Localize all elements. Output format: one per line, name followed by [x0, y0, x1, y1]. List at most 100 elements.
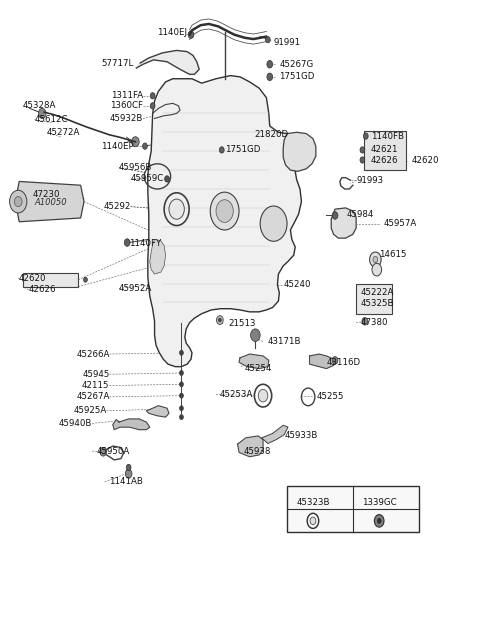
- Circle shape: [84, 277, 87, 282]
- Circle shape: [180, 350, 183, 355]
- Text: 42626: 42626: [371, 156, 398, 164]
- Text: 45925A: 45925A: [73, 406, 107, 415]
- Circle shape: [372, 263, 382, 276]
- Circle shape: [180, 415, 183, 420]
- Text: 45938: 45938: [244, 447, 271, 455]
- Circle shape: [150, 93, 155, 99]
- Circle shape: [124, 239, 130, 246]
- Circle shape: [370, 252, 381, 267]
- Circle shape: [260, 206, 287, 241]
- Text: 1360CF: 1360CF: [110, 101, 143, 110]
- Text: 45323B: 45323B: [296, 498, 330, 507]
- Circle shape: [10, 190, 27, 213]
- Text: 45945: 45945: [82, 370, 109, 379]
- Text: 45932B: 45932B: [109, 114, 143, 123]
- Polygon shape: [136, 50, 199, 74]
- Text: 45222A: 45222A: [361, 288, 395, 297]
- Text: 43116D: 43116D: [326, 358, 360, 367]
- Text: 45272A: 45272A: [47, 128, 81, 137]
- Polygon shape: [283, 132, 316, 171]
- Text: 45933B: 45933B: [284, 432, 318, 440]
- Circle shape: [251, 329, 260, 341]
- Polygon shape: [331, 208, 356, 238]
- Text: 1140EJ: 1140EJ: [157, 28, 187, 37]
- Circle shape: [143, 143, 147, 149]
- Circle shape: [165, 176, 169, 182]
- Text: 1140FB: 1140FB: [371, 132, 404, 140]
- Text: 1751GD: 1751GD: [279, 72, 315, 81]
- Circle shape: [310, 517, 316, 525]
- Text: 45253A: 45253A: [220, 390, 253, 399]
- Circle shape: [360, 147, 365, 153]
- Text: 43171B: 43171B: [268, 337, 301, 346]
- Circle shape: [180, 382, 183, 387]
- Text: 45240: 45240: [283, 280, 311, 289]
- Text: 45292: 45292: [103, 202, 131, 211]
- Circle shape: [180, 393, 183, 398]
- Circle shape: [14, 197, 22, 207]
- Text: 1140EP: 1140EP: [101, 142, 133, 151]
- Text: 45255: 45255: [317, 392, 344, 401]
- Circle shape: [100, 447, 107, 456]
- Circle shape: [377, 518, 381, 524]
- Text: 42621: 42621: [371, 146, 398, 154]
- Circle shape: [169, 199, 184, 219]
- Polygon shape: [239, 354, 269, 369]
- Text: 57717L: 57717L: [101, 59, 133, 67]
- Text: 45267G: 45267G: [279, 60, 313, 69]
- Text: 21513: 21513: [228, 319, 255, 328]
- Bar: [23, 273, 78, 287]
- Text: 45959C: 45959C: [131, 175, 164, 183]
- Circle shape: [218, 318, 221, 322]
- Text: 45956B: 45956B: [119, 163, 153, 172]
- Circle shape: [267, 60, 273, 68]
- Text: 45950A: 45950A: [97, 447, 130, 455]
- Text: 47380: 47380: [361, 318, 388, 327]
- Circle shape: [265, 37, 270, 43]
- Polygon shape: [310, 354, 334, 369]
- Circle shape: [219, 147, 224, 153]
- Circle shape: [38, 108, 46, 118]
- Text: 45325B: 45325B: [361, 299, 395, 308]
- Polygon shape: [150, 239, 166, 274]
- Polygon shape: [113, 419, 150, 430]
- Text: 21820D: 21820D: [254, 130, 288, 139]
- Circle shape: [132, 137, 139, 147]
- Circle shape: [362, 318, 368, 325]
- Polygon shape: [238, 436, 263, 457]
- Text: 42620: 42620: [412, 156, 439, 165]
- Text: 1311FA: 1311FA: [111, 91, 143, 100]
- Polygon shape: [262, 425, 288, 444]
- Circle shape: [126, 464, 131, 471]
- Circle shape: [180, 406, 183, 411]
- Circle shape: [332, 357, 338, 364]
- Text: 42620: 42620: [18, 274, 46, 283]
- Text: 91993: 91993: [356, 176, 384, 185]
- Polygon shape: [148, 76, 301, 367]
- Circle shape: [188, 31, 194, 38]
- Bar: [364, 131, 406, 170]
- Circle shape: [374, 515, 384, 527]
- Polygon shape: [15, 181, 84, 222]
- Text: 47230: 47230: [33, 190, 60, 198]
- Circle shape: [332, 212, 338, 219]
- Text: 45940B: 45940B: [59, 419, 92, 428]
- Bar: [287, 486, 419, 532]
- Circle shape: [216, 200, 233, 222]
- Text: 1339GC: 1339GC: [362, 498, 396, 507]
- Circle shape: [125, 469, 132, 478]
- Circle shape: [150, 103, 155, 109]
- Text: 1751GD: 1751GD: [225, 146, 260, 154]
- Text: 45612C: 45612C: [35, 115, 68, 124]
- Bar: [356, 284, 392, 314]
- Circle shape: [216, 316, 223, 324]
- Text: 91991: 91991: [274, 38, 301, 47]
- Text: 42115: 42115: [82, 381, 109, 390]
- Circle shape: [360, 157, 365, 163]
- Text: 45952A: 45952A: [119, 284, 152, 293]
- Text: 1141AB: 1141AB: [109, 478, 144, 486]
- Text: 45328A: 45328A: [23, 101, 57, 110]
- Circle shape: [267, 73, 273, 81]
- Circle shape: [363, 133, 368, 139]
- Text: 42626: 42626: [29, 285, 56, 294]
